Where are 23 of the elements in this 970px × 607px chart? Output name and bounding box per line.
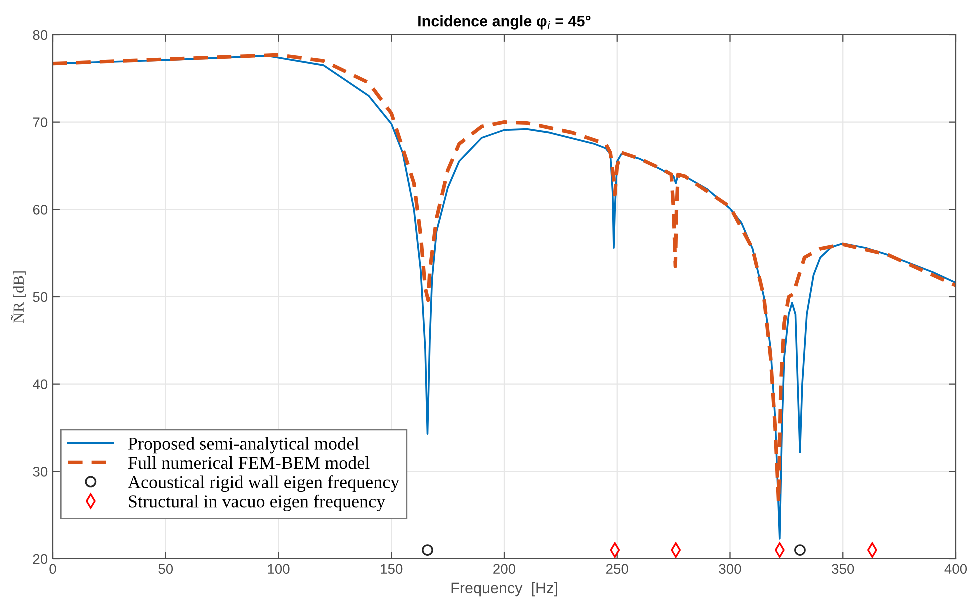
x-tick-label: 0 xyxy=(50,564,56,574)
x-tick-label: 400 xyxy=(944,564,968,574)
x-tick-label: 300 xyxy=(719,564,742,574)
y-tick-label: 70 xyxy=(33,118,48,128)
y-tick-label: 80 xyxy=(33,30,48,40)
y-tick-label: 30 xyxy=(33,467,48,477)
x-tick-label: 250 xyxy=(606,564,628,574)
y-axis-title: ÑR [dB] xyxy=(11,272,26,324)
legend-label: Proposed semi-analytical model xyxy=(128,437,360,454)
y-tick-label: 60 xyxy=(33,205,48,215)
x-tick-label: 100 xyxy=(268,564,290,574)
x-tick-label: 150 xyxy=(381,564,403,574)
legend-label: Full numerical FEM-BEM model xyxy=(128,456,370,470)
y-tick-label: 50 xyxy=(33,292,48,302)
x-tick-label: 200 xyxy=(494,564,516,574)
chart-title: Incidence angle φ$_{i}$ = 45° xyxy=(418,16,591,30)
y-tick-label: 20 xyxy=(33,554,48,564)
y-tick-label: 40 xyxy=(33,380,48,390)
x-tick-label: 350 xyxy=(832,564,854,574)
legend-label: Acoustical rigid wall eigen frequency xyxy=(128,476,400,492)
legend-label: Structural in vacuo eigen frequency xyxy=(129,494,386,512)
x-axis-title: Frequency [Hz] xyxy=(452,582,558,597)
x-tick-label: 50 xyxy=(158,564,174,574)
